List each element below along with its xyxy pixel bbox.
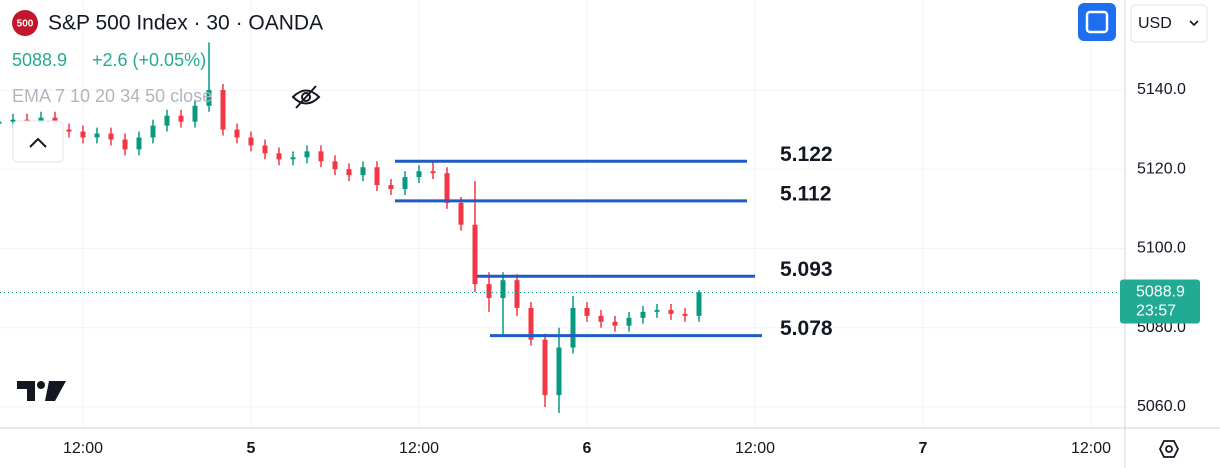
grid <box>0 0 1125 428</box>
candle-body <box>234 129 240 138</box>
candle-body <box>248 137 254 146</box>
candle-body <box>108 133 114 140</box>
candle-body <box>206 89 212 106</box>
candle-body <box>500 280 506 299</box>
candle-body <box>528 307 534 340</box>
candle-body <box>598 315 604 322</box>
candle-body <box>374 167 380 186</box>
level-label: 5.112 <box>780 182 831 205</box>
last-price: 5088.9 <box>12 50 67 70</box>
candle-body <box>486 284 492 299</box>
candle-body <box>66 129 72 132</box>
candle-body <box>416 171 422 178</box>
last-price-tag <box>1120 279 1200 324</box>
candle-body <box>444 173 450 203</box>
candle-body <box>542 339 548 396</box>
candle-body <box>332 161 338 170</box>
currency-label: USD <box>1138 15 1172 32</box>
settings-icon[interactable] <box>1158 440 1180 458</box>
candle-body <box>262 145 268 154</box>
x-tick-label: 6 <box>583 440 592 457</box>
last-price-label: 5088.9 <box>1136 284 1185 301</box>
x-tick-label: 12:00 <box>1071 440 1111 457</box>
overlay: 5.122 5.112 5.093 5.078 <box>395 143 833 340</box>
candle-body <box>668 309 674 314</box>
candle-body <box>318 151 324 162</box>
candle-body <box>192 105 198 122</box>
x-tick-label: 7 <box>919 440 928 457</box>
price-change: +2.6 (+0.05%) <box>92 50 206 70</box>
candle-body <box>570 307 576 348</box>
candle-body <box>612 321 618 326</box>
countdown-label: 23:57 <box>1136 303 1176 320</box>
y-tick-label: 5100.0 <box>1137 240 1186 257</box>
candle-body <box>136 137 142 150</box>
candle-body <box>556 347 562 396</box>
candle-body <box>122 139 128 150</box>
candle-body <box>150 125 156 138</box>
symbol-badge <box>12 10 38 36</box>
x-tick-label: 12:00 <box>63 440 103 457</box>
candle-body <box>584 307 590 316</box>
candle-body <box>276 153 282 160</box>
candle-body <box>0 121 2 124</box>
badge-text: 500 <box>17 19 34 30</box>
tradingview-logo <box>17 381 66 401</box>
hide-icon[interactable] <box>291 85 321 109</box>
currency-dropdown[interactable]: USD <box>1130 4 1208 43</box>
candle-body <box>304 151 310 158</box>
candle-body <box>402 177 408 190</box>
candle-body <box>94 133 100 138</box>
x-tick-label: 5 <box>247 440 256 457</box>
candle-body <box>220 89 226 130</box>
chart-title: S&P 500 Index · 30 · OANDA <box>48 12 323 35</box>
candle-body <box>654 309 660 312</box>
level-label: 5.093 <box>780 258 833 281</box>
candle-body <box>360 167 366 176</box>
x-tick-label: 12:00 <box>399 440 439 457</box>
y-tick-label: 5120.0 <box>1137 160 1186 177</box>
y-tick-label: 5140.0 <box>1137 81 1186 98</box>
collapse-button[interactable] <box>12 120 64 163</box>
candle-body <box>164 115 170 126</box>
fullscreen-button[interactable] <box>1078 3 1116 41</box>
candle-body <box>388 185 394 190</box>
candle-body <box>10 119 16 122</box>
candle-body <box>472 224 478 285</box>
candle-body <box>682 313 688 316</box>
candle-body <box>346 169 352 176</box>
candle-body <box>178 115 184 122</box>
y-tick-label: 5060.0 <box>1137 398 1186 415</box>
candle-body <box>514 280 520 308</box>
level-label: 5.122 <box>780 143 833 166</box>
candle-body <box>80 131 86 138</box>
candle-body <box>430 171 436 174</box>
candle-body <box>290 157 296 160</box>
candle-body <box>696 292 702 316</box>
candle-body <box>458 202 464 225</box>
level-label: 5.078 <box>780 317 833 340</box>
candle-body <box>626 317 632 326</box>
indicator-legend[interactable]: EMA 7 10 20 34 50 close <box>12 86 212 106</box>
x-tick-label: 12:00 <box>735 440 775 457</box>
candle-body <box>640 311 646 318</box>
